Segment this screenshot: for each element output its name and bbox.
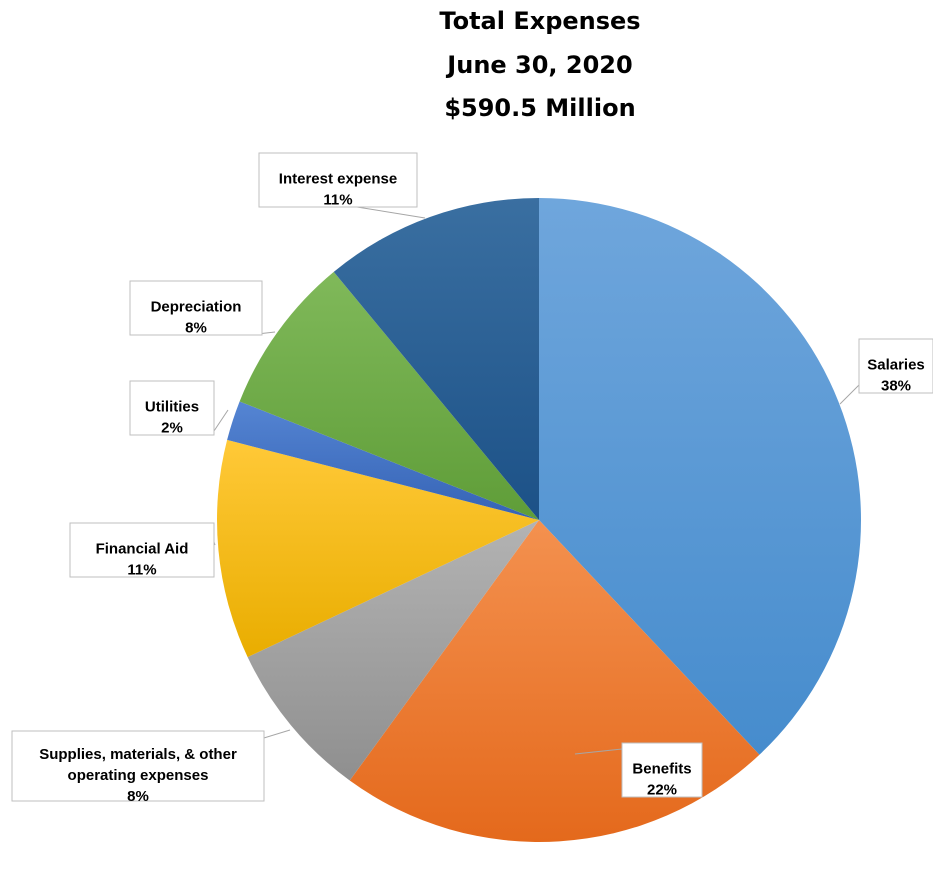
data-label-value: 22% — [647, 782, 677, 799]
data-label-supplies-materials-other-operating-expenses: Supplies, materials, & other operating ex… — [11, 730, 265, 805]
data-label-value: 11% — [127, 562, 156, 579]
data-label-utilities: Utilities 2% — [129, 380, 215, 437]
data-label-box — [129, 380, 215, 436]
slice-financial-aid — [217, 439, 539, 658]
data-label-name: Interest expense — [279, 171, 397, 188]
slice-supplies-materials-other-operating-expenses — [247, 520, 539, 781]
leader-salaries — [839, 384, 860, 405]
chart-title: Total Expenses June 30, 2020 $590.5 Mill… — [439, 7, 640, 122]
data-label-name: Salaries — [867, 357, 925, 374]
slice-depreciation — [239, 271, 540, 520]
data-label-value: 11% — [323, 192, 352, 209]
data-label-box — [69, 522, 215, 578]
data-label-name: Supplies, materials, & other — [39, 746, 237, 763]
data-label-value: 38% — [881, 378, 911, 395]
data-label-box — [858, 338, 933, 394]
data-label-value: 8% — [185, 320, 207, 337]
data-label-value: 2% — [161, 420, 183, 437]
leader-interest-expense — [356, 206, 426, 219]
data-label-financial-aid: Financial Aid 11% — [69, 522, 215, 579]
chart-title-line-2: June 30, 2020 — [445, 51, 632, 79]
data-labels: Salaries 38% Benefits 22% Supplies, material… — [11, 152, 933, 805]
slice-salaries — [539, 198, 861, 755]
data-label-name: Depreciation — [151, 299, 242, 316]
data-label-name: operating expenses — [68, 767, 209, 784]
chart-title-line-3: $590.5 Million — [444, 94, 635, 122]
slice-interest-expense — [333, 197, 539, 520]
data-label-name: Financial Aid — [96, 541, 189, 558]
data-label-name: Benefits — [632, 761, 691, 778]
pie-slices — [217, 197, 861, 842]
data-label-name: Utilities — [145, 399, 199, 416]
data-label-box — [258, 152, 418, 208]
data-label-box — [621, 742, 703, 798]
leader-benefits — [574, 748, 623, 755]
slice-utilities — [227, 401, 539, 520]
data-label-benefits: Benefits 22% — [621, 742, 703, 799]
data-label-value: 8% — [127, 788, 149, 805]
data-label-depreciation: Depreciation 8% — [129, 280, 263, 337]
data-label-interest-expense: Interest expense 11% — [258, 152, 418, 209]
data-label-box — [11, 730, 265, 802]
chart-title-line-1: Total Expenses — [439, 7, 640, 35]
data-label-salaries: Salaries 38% — [858, 338, 933, 395]
leader-utilities — [213, 409, 229, 432]
data-label-box — [129, 280, 263, 336]
